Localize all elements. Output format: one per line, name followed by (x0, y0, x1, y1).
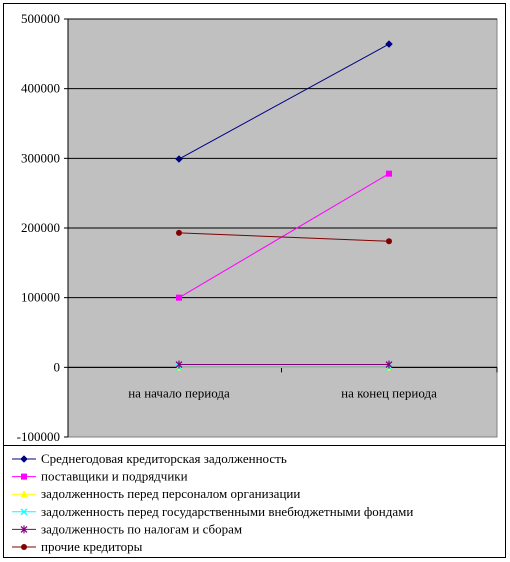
series-line (178, 173, 390, 299)
legend-label: задолженность по налогам и сборам (41, 521, 242, 536)
legend-item: поставщики и подрядчики (12, 469, 188, 484)
legend-label: задолженность перед государственными вне… (41, 504, 413, 519)
x-tick-label: на начало периода (128, 385, 230, 400)
data-point (386, 170, 392, 177)
y-tick-label: 300000 (21, 150, 60, 165)
legend-box (3, 445, 506, 558)
y-tick-label: 200000 (21, 220, 60, 235)
y-tick-label: -100000 (17, 429, 60, 444)
legend-item: задолженность перед государственными вне… (12, 504, 413, 519)
series-line (178, 43, 390, 160)
legend-item: задолженность по налогам и сборам (12, 521, 242, 536)
series-2 (176, 170, 392, 301)
series-5 (175, 360, 393, 369)
data-point (175, 360, 183, 369)
legend-item: прочие кредиторы (12, 539, 143, 554)
legend-item: задолженность перед персоналом организац… (12, 486, 300, 501)
legend-marker (20, 490, 28, 498)
legend-label: задолженность перед персоналом организац… (41, 486, 300, 501)
y-tick-label: 400000 (21, 81, 60, 96)
series-line (178, 232, 390, 242)
legend-marker (21, 544, 27, 550)
data-point (385, 360, 393, 369)
data-point (176, 229, 182, 236)
legend-marker (21, 473, 27, 480)
legend: Среднегодовая кредиторская задолженность… (3, 445, 506, 558)
data-point (386, 238, 392, 245)
series-6 (176, 229, 392, 245)
legend-label: Среднегодовая кредиторская задолженность (41, 451, 287, 466)
y-tick-label: 500000 (21, 11, 60, 26)
y-tick-label: 0 (54, 359, 61, 374)
x-tick-label: на конец периода (341, 385, 437, 400)
legend-label: поставщики и подрядчики (41, 469, 188, 484)
data-point (385, 40, 393, 48)
data-point-stroke (20, 508, 28, 516)
series-1 (175, 40, 393, 163)
plot-area: -100000 0 100000 200000 300000 400000 500000 на… (17, 11, 498, 444)
legend-item: Среднегодовая кредиторская задолженность (12, 451, 287, 466)
y-tick-label: 100000 (21, 290, 60, 305)
data-point (175, 155, 183, 163)
legend-marker (20, 508, 28, 516)
legend-label: прочие кредиторы (41, 539, 143, 554)
legend-marker (20, 525, 28, 534)
data-point (176, 294, 182, 301)
legend-marker (20, 455, 28, 463)
